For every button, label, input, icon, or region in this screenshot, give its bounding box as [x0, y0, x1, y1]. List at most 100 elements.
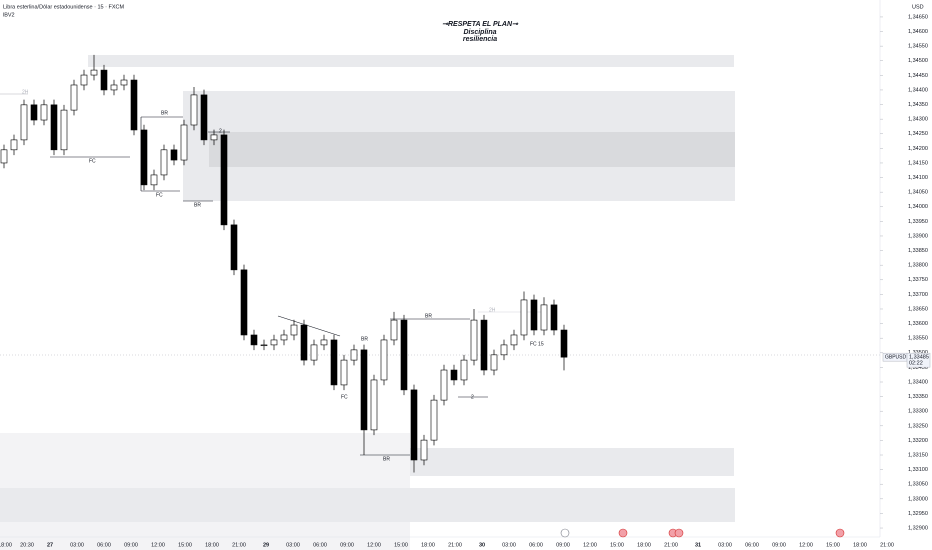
candle-body: [190, 94, 198, 126]
watermark: Disciplina: [463, 29, 496, 36]
candles: [0, 54, 568, 473]
candle-body: [270, 339, 278, 346]
watermark: resiliencia: [463, 36, 497, 43]
y-tick-label: 1,33550: [908, 336, 928, 342]
watermark: ⊸RESPETA EL PLAN⊸: [442, 21, 519, 28]
x-tick-label: 30: [479, 542, 485, 548]
candle-body: [530, 299, 538, 331]
candle-body: [80, 74, 88, 86]
candle-body: [240, 269, 248, 336]
x-tick-label: 03:00: [502, 542, 516, 548]
zone: [410, 448, 734, 476]
y-tick-label: 1,34200: [908, 146, 928, 152]
candle-body: [30, 104, 38, 121]
candle-body: [560, 329, 568, 358]
candle-body: [410, 389, 418, 461]
candle-body: [400, 319, 408, 391]
y-tick-label: 1,33200: [908, 438, 928, 444]
candle-body: [430, 399, 438, 441]
candle-body: [480, 319, 488, 371]
y-tick-label: 1,33050: [908, 482, 928, 488]
y-tick-label: 1,34000: [908, 204, 928, 210]
candle-body: [460, 359, 468, 381]
candle-body: [510, 334, 518, 346]
ticker-label: GBPUSD: [885, 355, 907, 361]
y-tick-label: 1,34500: [908, 58, 928, 64]
annotation: BR: [361, 336, 368, 342]
y-tick-label: 1,32950: [908, 511, 928, 517]
y-tick-label: 1,33950: [908, 219, 928, 225]
x-tick-label: 12:00: [799, 542, 813, 548]
y-tick-label: 1,33300: [908, 409, 928, 415]
candle-body: [250, 334, 258, 346]
annotation: 2: [219, 128, 222, 134]
x-tick-label: 15:00: [178, 542, 192, 548]
annotation: 2H: [22, 89, 29, 95]
candle-body: [320, 339, 328, 346]
y-tick-label: 1,34100: [908, 175, 928, 181]
x-tick-label: 03:00: [286, 542, 300, 548]
x-tick-label: 03:00: [70, 542, 84, 548]
x-tick-label: 06:00: [745, 542, 759, 548]
x-tick-label: 09:00: [556, 542, 570, 548]
candle-body: [0, 149, 8, 164]
event-icon: [835, 528, 845, 538]
annotation: BR: [194, 202, 201, 208]
candle-body: [50, 104, 58, 151]
candle-body: [150, 174, 158, 186]
candle-body: [130, 79, 138, 131]
candle-body: [120, 79, 128, 86]
candle-body: [140, 129, 148, 186]
x-tick-label: 18:00: [853, 542, 867, 548]
candle-body: [290, 324, 298, 336]
y-tick-label: 1,33000: [908, 496, 928, 502]
x-tick-label: 18:00: [0, 542, 12, 548]
candle-body: [100, 69, 108, 91]
symbol-title: Libra esterlina/Dólar estadounidense · 1…: [3, 4, 124, 10]
y-tick-label: 1,33250: [908, 423, 928, 429]
last-price-box: [906, 352, 931, 368]
annotation: BR: [161, 110, 168, 116]
candle-body: [200, 94, 208, 141]
time-axis: 18:00 20:30 27 03:00 06:00 09:00 12:00 15:00 18:…: [0, 542, 894, 548]
x-tick-label: 09:00: [772, 542, 786, 548]
countdown-label: 02:22: [909, 361, 923, 367]
x-tick-label: 18:00: [205, 542, 219, 548]
zone: [88, 55, 734, 67]
event-icon: [674, 528, 684, 538]
annotation: FC: [89, 158, 96, 164]
last-price-label: 1,33485: [909, 355, 929, 361]
y-tick-label: 1,34400: [908, 87, 928, 93]
candle-body: [180, 124, 188, 161]
candle-body: [520, 299, 528, 336]
annotation: FC: [341, 394, 348, 400]
annotation: FC 15: [530, 341, 544, 347]
event-icons: [560, 528, 845, 538]
annotation: FC: [156, 192, 163, 198]
candle-body: [390, 319, 398, 341]
y-tick-label: 1,34300: [908, 117, 928, 123]
y-tick-label: 1,33150: [908, 452, 928, 458]
candle-body: [260, 344, 268, 347]
price-axis: 1,34650 1,34600 1,34550 1,34500 1,34450 1,344…: [880, 14, 928, 531]
zone: [0, 488, 735, 522]
x-tick-label: 21:00: [448, 542, 462, 548]
x-tick-label: 21:00: [880, 542, 894, 548]
candle-body: [40, 104, 48, 121]
candle-body: [300, 324, 308, 361]
trend-line: [277, 315, 341, 337]
x-tick-label: 18:00: [637, 542, 651, 548]
candle-body: [450, 369, 458, 381]
candle-body: [470, 319, 478, 361]
annotation: 2H: [489, 307, 496, 313]
x-tick-label: 15:00: [826, 542, 840, 548]
candle-body: [310, 344, 318, 361]
y-tick-label: 1,33750: [908, 277, 928, 283]
x-tick-label: 15:00: [610, 542, 624, 548]
x-tick-label: 29: [263, 542, 269, 548]
candle-body: [90, 69, 98, 76]
candle-body: [540, 304, 548, 331]
candle-body: [500, 344, 508, 356]
event-icon: [618, 528, 628, 538]
